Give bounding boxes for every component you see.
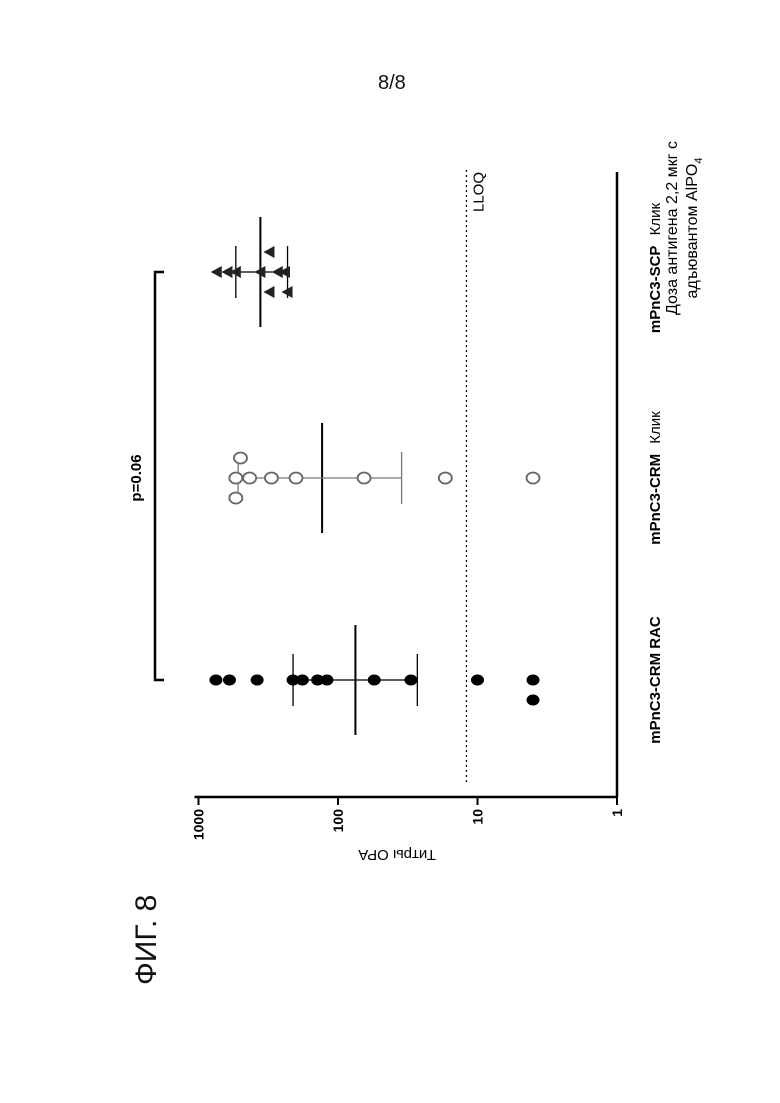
data-point-2-5	[265, 473, 278, 484]
dose-note-line-1: Доза антигена 2,2 мкг с	[664, 141, 681, 315]
y-tick-label-1000: 1000	[191, 809, 207, 840]
data-point-2-3	[234, 453, 247, 464]
data-point-3-6	[263, 246, 274, 258]
category-label-2-bold: mPnC3-CRM	[647, 454, 664, 545]
significance-label: p=0.06	[128, 454, 145, 501]
category-label-3-bold: mPnC3-SCP	[647, 246, 664, 334]
y-axis-label: Титры OPA	[358, 846, 436, 863]
data-point-2-1	[229, 473, 242, 484]
lloq-label: LLOQ	[470, 172, 487, 212]
data-point-1-8	[368, 675, 381, 686]
data-point-1-1	[209, 675, 222, 686]
dose-note-subscript: 4	[693, 158, 705, 164]
data-point-1-6	[296, 675, 309, 686]
data-point-2-7	[358, 473, 371, 484]
data-point-2-9	[527, 473, 540, 484]
data-point-1-12	[527, 695, 540, 706]
data-point-1-3	[251, 675, 264, 686]
data-point-3-1	[211, 266, 222, 278]
data-point-1-11	[527, 675, 540, 686]
category-label-3: mPnC3-SCP Клик	[647, 202, 664, 333]
data-point-1-7	[311, 675, 324, 686]
data-point-3-5	[263, 286, 274, 298]
category-label-2-normal: Клик	[647, 411, 664, 444]
data-point-2-8	[439, 473, 452, 484]
dose-note-line-2: адъювантом AlPO4	[684, 158, 705, 299]
significance-bracket	[155, 272, 164, 680]
category-label-1: mPnC3-CRM RAC	[647, 616, 664, 744]
y-tick-label-100: 100	[330, 809, 346, 833]
y-tick-label-10: 10	[470, 809, 486, 825]
y-tick-label-1: 1	[609, 809, 625, 817]
data-point-1-10	[471, 675, 484, 686]
category-label-3-normal: Клик	[647, 202, 664, 235]
data-point-2-4	[243, 473, 256, 484]
dose-note-line-2-text: адъювантом AlPO	[684, 164, 701, 299]
data-point-1-9	[404, 675, 417, 686]
data-point-2-6	[290, 473, 303, 484]
category-label-2: mPnC3-CRM Клик	[647, 411, 664, 545]
data-point-1-2	[223, 675, 236, 686]
data-point-2-2	[229, 493, 242, 504]
